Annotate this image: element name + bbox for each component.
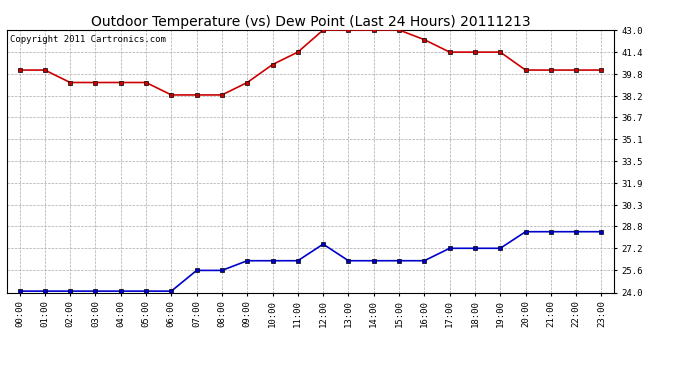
Text: Copyright 2011 Cartronics.com: Copyright 2011 Cartronics.com bbox=[10, 35, 166, 44]
Title: Outdoor Temperature (vs) Dew Point (Last 24 Hours) 20111213: Outdoor Temperature (vs) Dew Point (Last… bbox=[90, 15, 531, 29]
